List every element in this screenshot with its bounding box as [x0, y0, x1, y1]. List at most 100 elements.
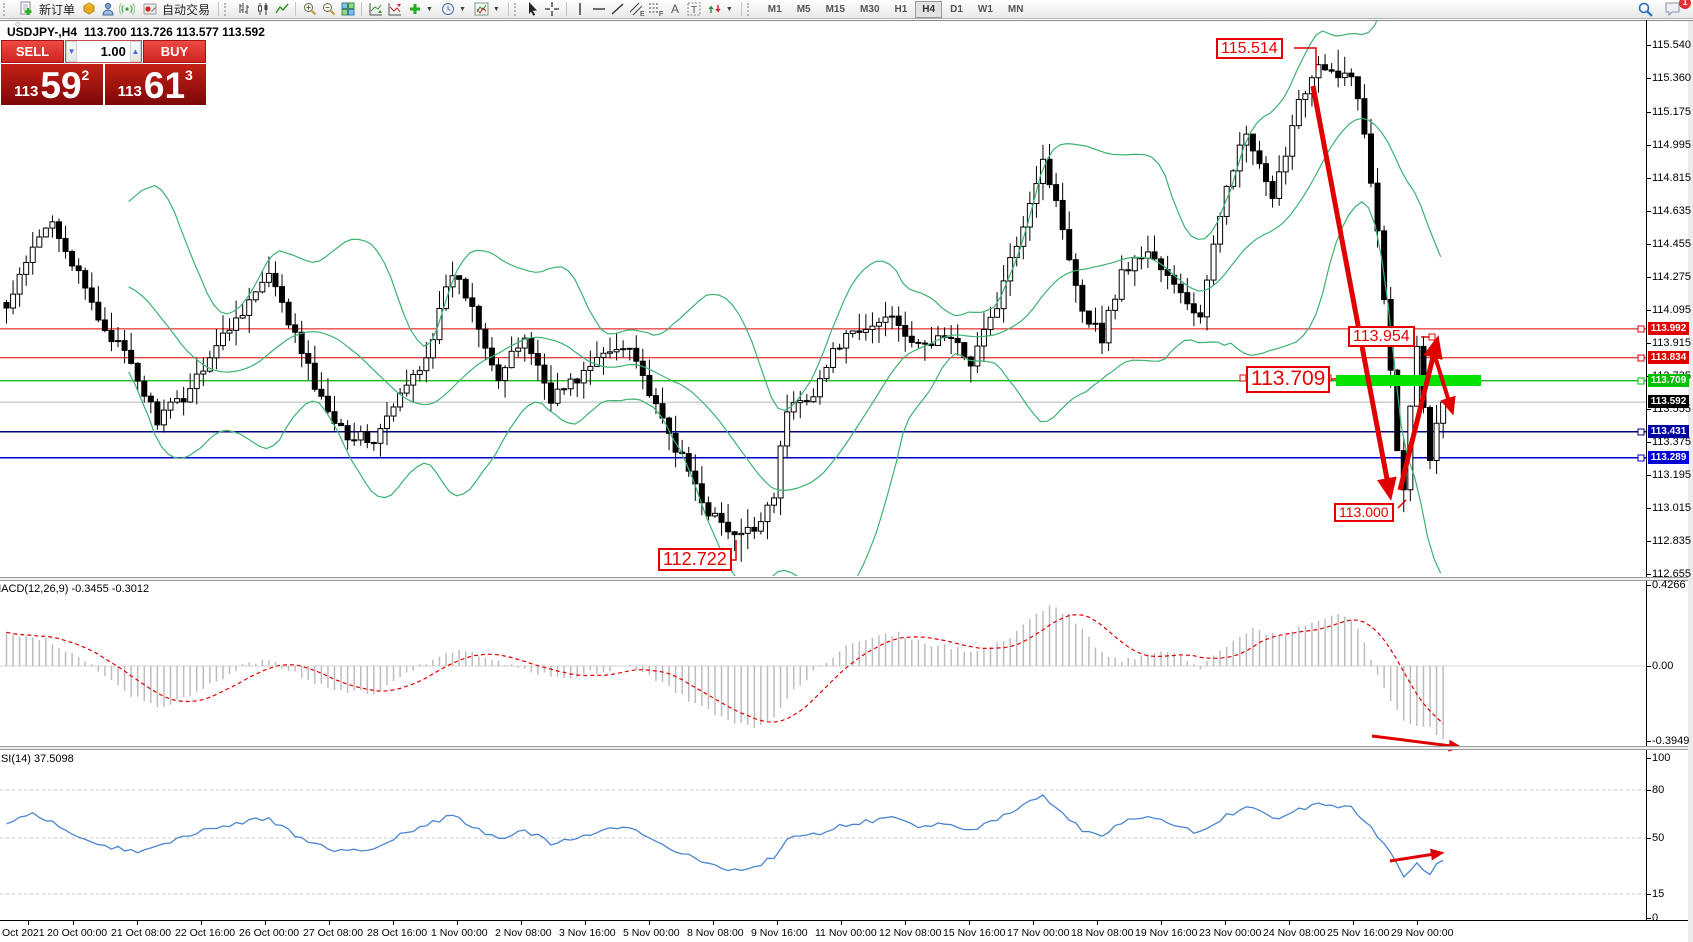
- time-tick-mark: [457, 921, 458, 925]
- add-indicator-dropdown[interactable]: ▼: [404, 1, 437, 18]
- timeframe-mn[interactable]: MN: [1007, 3, 1024, 15]
- price-tick-label: 115.175: [1652, 105, 1691, 118]
- candlestick-chart-icon[interactable]: [253, 1, 272, 18]
- timeframe-h1[interactable]: H1: [894, 3, 908, 15]
- trend-arrow[interactable]: [1371, 734, 1463, 752]
- toolbar-grip[interactable]: [513, 2, 521, 16]
- price-annotation-box[interactable]: 113.954: [1348, 326, 1415, 348]
- object-handle: [1428, 333, 1436, 341]
- window-edge-strip: [1688, 20, 1693, 942]
- ohlc-values: 113.700 113.726 113.577 113.592: [84, 25, 265, 39]
- object-handle: [1637, 454, 1645, 462]
- highlight-bar[interactable]: [1336, 375, 1481, 386]
- volume-input[interactable]: [77, 41, 130, 62]
- pane-splitter-macd[interactable]: [0, 577, 1688, 581]
- timeframe-m30[interactable]: M30: [860, 3, 880, 15]
- sell-price-display[interactable]: 113 59 2: [1, 64, 103, 105]
- time-tick-label: 28 Oct 16:00: [367, 927, 428, 939]
- time-tick-label: Oct 2021: [2, 927, 45, 939]
- bollinger-bands: [128, 21, 1442, 576]
- price-annotation-box[interactable]: 112.722: [658, 548, 732, 572]
- toolbar-grip[interactable]: [3, 2, 10, 16]
- trend-arrow[interactable]: [1389, 848, 1445, 863]
- pane-splitter-rsi[interactable]: [0, 746, 1688, 750]
- cursor-icon[interactable]: [524, 1, 543, 18]
- timeframe-d1[interactable]: D1: [950, 3, 963, 15]
- volume-decrease-button[interactable]: ▼: [66, 41, 78, 62]
- volume-increase-button[interactable]: ▲: [129, 41, 141, 62]
- horizontal-line-icon[interactable]: [590, 1, 609, 18]
- one-click-trading-panel: SELL ▼ ▲ BUY 113 59 2 113 61 3: [1, 40, 206, 105]
- notifications-icon[interactable]: 1: [1661, 0, 1691, 18]
- drawing-objects[interactable]: [722, 47, 1645, 863]
- new-order-icon: [17, 1, 36, 18]
- trend-arrow[interactable]: [1310, 85, 1397, 501]
- trend-arrow[interactable]: [1397, 335, 1443, 491]
- price-annotation-box[interactable]: 113.709: [1246, 366, 1331, 393]
- equidistant-channel-icon[interactable]: E: [628, 1, 647, 18]
- buy-button[interactable]: BUY: [143, 40, 206, 63]
- macd-tick-label: 0.4266: [1652, 578, 1686, 591]
- vertical-line-icon[interactable]: [571, 1, 590, 18]
- autotrading-button[interactable]: 自动交易: [136, 1, 214, 18]
- bar-chart-icon[interactable]: [234, 1, 253, 18]
- toolbar-grip[interactable]: [746, 2, 754, 16]
- fibonacci-icon[interactable]: F: [647, 1, 666, 18]
- price-annotation-box[interactable]: 115.514: [1216, 38, 1283, 60]
- timeframe-m15[interactable]: M15: [825, 3, 846, 15]
- template-dropdown[interactable]: ▼: [470, 1, 504, 18]
- arrows-tool-dropdown[interactable]: ▼: [704, 1, 737, 18]
- crosshair-icon[interactable]: [543, 1, 562, 18]
- macd-signal-line: [6, 614, 1444, 724]
- chart-title: USDJPY-,H4 113.700 113.726 113.577 113.59…: [7, 25, 272, 39]
- price-tick-label: 113.015: [1652, 501, 1691, 514]
- rsi-tick-label: 100: [1652, 752, 1671, 764]
- new-order-button[interactable]: 新订单: [13, 1, 79, 18]
- trend-arrow[interactable]: [1431, 349, 1456, 416]
- price-tick-mark: [1647, 45, 1651, 46]
- price-tick-label: 113.375: [1652, 435, 1691, 448]
- price-tick-label: 114.095: [1652, 303, 1691, 316]
- objects-window-icon[interactable]: [385, 1, 404, 18]
- text-tool-icon[interactable]: A: [666, 1, 685, 18]
- time-tick-label: 9 Nov 16:00: [751, 927, 808, 939]
- time-tick-label: 18 Nov 08:00: [1071, 927, 1134, 939]
- line-chart-icon[interactable]: [272, 1, 291, 18]
- object-handle: [1637, 354, 1645, 362]
- price-axis-border: [1646, 20, 1647, 921]
- indicators-window-icon[interactable]: [366, 1, 385, 18]
- timeframe-w1[interactable]: W1: [977, 3, 993, 15]
- price-tick-label: 114.455: [1652, 237, 1691, 250]
- text-label-tool-icon[interactable]: T: [685, 1, 704, 18]
- signals-icon[interactable]: [117, 1, 136, 18]
- zoom-out-icon[interactable]: [319, 1, 338, 18]
- profiles-icon[interactable]: [98, 1, 117, 18]
- timeframe-h4[interactable]: H4: [915, 0, 943, 18]
- rsi-tick-mark: [1647, 758, 1651, 759]
- object-handle: [1637, 325, 1645, 333]
- toolbar-separator: [218, 2, 220, 16]
- sell-button[interactable]: SELL: [1, 40, 64, 63]
- trendline-icon[interactable]: [609, 1, 628, 18]
- time-tick-mark: [393, 921, 394, 925]
- time-tick-mark: [905, 921, 906, 925]
- price-annotation-box[interactable]: 113.000: [1334, 503, 1394, 523]
- timeframe-m5[interactable]: M5: [796, 3, 811, 15]
- svg-text:T: T: [691, 5, 697, 16]
- tile-windows-icon[interactable]: [338, 1, 357, 18]
- zoom-in-icon[interactable]: [300, 1, 319, 18]
- period-dropdown[interactable]: ▼: [437, 1, 470, 18]
- time-tick-label: 26 Oct 00:00: [239, 927, 300, 939]
- toolbar-grip[interactable]: [224, 2, 231, 16]
- buy-price-display[interactable]: 113 61 3: [104, 64, 206, 105]
- new-chart-icon[interactable]: [79, 1, 98, 18]
- time-tick-mark: [1097, 921, 1098, 925]
- price-tick-mark: [1647, 144, 1651, 146]
- timeframe-m1[interactable]: M1: [767, 3, 782, 15]
- rsi-indicator-label: RSI(14) 37.5098: [0, 753, 74, 765]
- macd-tick-mark: [1647, 741, 1651, 743]
- horizontal-level-lines[interactable]: [0, 328, 1646, 459]
- object-handle: [1637, 377, 1645, 385]
- search-icon[interactable]: [1636, 1, 1655, 18]
